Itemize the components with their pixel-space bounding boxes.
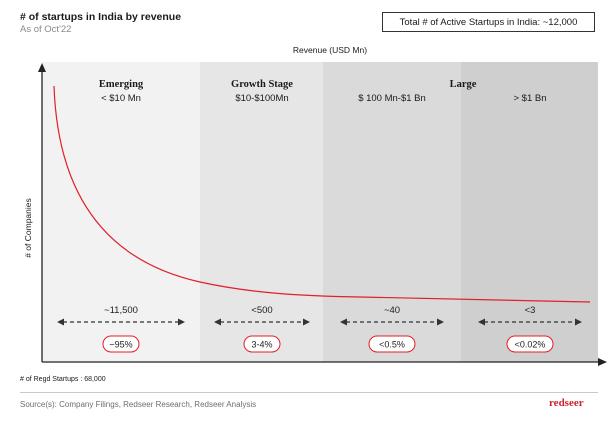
brand-logo: redseer [549,397,584,409]
segment-heading: Growth Stage $10-$100Mn [202,79,322,107]
segment-band [42,62,200,362]
range-arrow-left-head [57,318,64,326]
share-pill-label: 3-4% [251,340,272,350]
segment-count-label: ~11,500 [104,305,138,316]
segment-heading: > $1 Bn [470,79,590,107]
share-pill-label: ~95% [109,340,132,350]
segment-stage-label: Emerging [98,79,144,90]
chart-title: # of startups in India by revenue [20,11,182,23]
distribution-curve [53,85,591,303]
share-pill-label: <0.5% [379,340,405,350]
segment-count-label: ~40 [384,305,400,316]
share-pill [506,335,554,353]
segment-stage-label [332,79,452,93]
segment-count-label: <500 [251,305,272,316]
footer-divider [20,392,598,393]
segment-heading: Emerging < $10 Mn [61,79,181,107]
range-arrow-right-head [575,318,582,326]
segment-heading: Large [403,79,523,93]
segment-stage-label: Large [449,79,477,90]
range-arrow-left-head [214,318,221,326]
footnote: # of Regd Startups : 68,000 [20,376,106,383]
segment-band [323,62,461,362]
x-axis-title: Revenue (USD Mn) [292,45,368,55]
segment-band [461,62,598,362]
range-arrow-left-head [478,318,485,326]
segment-range-label: $10-$100Mn [235,93,289,104]
segment-count-label: <3 [525,305,536,316]
range-arrow-left-head [340,318,347,326]
segment-stage-label [470,79,590,93]
chart-subtitle: As of Oct'22 [20,24,72,35]
x-axis-arrowhead [598,358,607,366]
total-startups-label: Total # of Active Startups in India: ~12… [399,16,578,28]
segment-heading: $ 100 Mn-$1 Bn [332,79,452,107]
segment-range-label: < $10 Mn [101,93,141,104]
range-arrow-right-head [178,318,185,326]
y-axis-arrowhead [38,63,46,72]
range-arrow-right-head [303,318,310,326]
share-pill-label: <0.02% [515,340,546,350]
segment-stage-label: Growth Stage [231,79,293,90]
share-pill [368,335,416,353]
segment-band [200,62,323,362]
source-note: Source(s): Company Filings, Redseer Rese… [20,400,257,409]
total-startups-box: Total # of Active Startups in India: ~12… [382,12,595,32]
segment-range-label: $ 100 Mn-$1 Bn [358,93,426,104]
share-pill [102,335,140,353]
range-arrow-right-head [437,318,444,326]
segment-range-label: > $1 Bn [513,93,547,104]
share-pill [243,335,281,353]
